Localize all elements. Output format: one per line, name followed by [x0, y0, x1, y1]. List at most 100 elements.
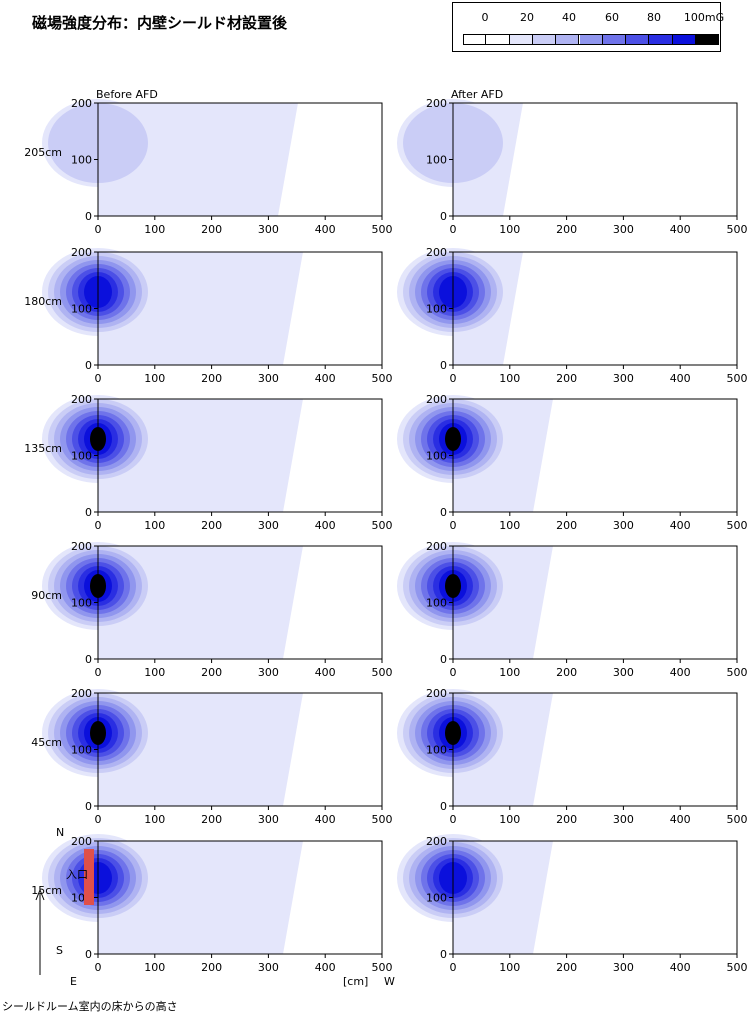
y-tick-label: 0: [440, 948, 447, 961]
x-tick-label: 200: [556, 813, 577, 826]
x-tick-label: 200: [201, 813, 222, 826]
x-tick-label: 500: [372, 223, 393, 236]
y-tick-label: 100: [71, 303, 92, 316]
x-tick-label: 100: [499, 961, 520, 974]
x-tick-label: 500: [727, 961, 748, 974]
row-height-label: 15cm: [31, 884, 62, 897]
x-tick-label: 300: [258, 961, 279, 974]
x-tick-label: 300: [258, 519, 279, 532]
y-tick-label: 200: [71, 687, 92, 700]
legend-swatch: [486, 34, 510, 45]
x-tick-label: 0: [95, 666, 102, 679]
x-tick-label: 0: [450, 223, 457, 236]
y-tick-label: 0: [85, 359, 92, 372]
x-tick-label: 500: [727, 372, 748, 385]
x-tick-label: 100: [499, 666, 520, 679]
x-tick-label: 500: [372, 372, 393, 385]
x-tick-label: 0: [95, 961, 102, 974]
x-tick-label: 500: [372, 813, 393, 826]
legend-label: 20: [520, 11, 534, 24]
x-tick-label: 400: [315, 519, 336, 532]
y-tick-label: 100: [426, 450, 447, 463]
y-tick-label: 100: [426, 303, 447, 316]
x-tick-label: 200: [556, 372, 577, 385]
x-tick-label: 300: [258, 666, 279, 679]
y-tick-label: 0: [85, 506, 92, 519]
x-tick-label: 200: [556, 961, 577, 974]
y-tick-label: 200: [426, 246, 447, 259]
x-tick-label: 400: [670, 666, 691, 679]
legend-swatch: [532, 34, 557, 45]
y-tick-label: 200: [71, 393, 92, 406]
y-tick-label: 100: [71, 744, 92, 757]
y-tick-label: 100: [426, 892, 447, 905]
y-tick-label: 100: [426, 154, 447, 167]
y-tick-label: 0: [85, 210, 92, 223]
row-height-label: 180cm: [24, 295, 62, 308]
x-tick-label: 400: [670, 223, 691, 236]
x-tick-label: 0: [450, 519, 457, 532]
legend-swatch: [463, 34, 487, 45]
y-tick-label: 100: [71, 450, 92, 463]
row-height-label: 90cm: [31, 589, 62, 602]
y-tick-label: 200: [71, 97, 92, 110]
x-tick-label: 300: [258, 372, 279, 385]
x-tick-label: 500: [727, 666, 748, 679]
x-tick-label: 500: [727, 223, 748, 236]
west-label: W: [384, 975, 395, 988]
legend-label: 100mG: [683, 11, 725, 24]
x-tick-label: 0: [95, 813, 102, 826]
legend-swatch: [602, 34, 627, 45]
row-height-label: 205cm: [24, 146, 62, 159]
x-tick-label: 400: [315, 372, 336, 385]
y-tick-label: 100: [426, 597, 447, 610]
x-unit-label: [cm]: [343, 975, 369, 988]
x-tick-label: 400: [670, 519, 691, 532]
height-arrowhead: [35, 888, 45, 901]
x-tick-label: 100: [144, 666, 165, 679]
x-tick-label: 200: [556, 223, 577, 236]
north-label: N: [56, 826, 65, 839]
x-tick-label: 400: [670, 961, 691, 974]
x-tick-label: 0: [450, 372, 457, 385]
x-tick-label: 0: [450, 813, 457, 826]
y-tick-label: 0: [85, 948, 92, 961]
x-tick-label: 200: [201, 666, 222, 679]
x-tick-label: 200: [201, 372, 222, 385]
legend-frame: [463, 34, 719, 45]
y-tick-label: 200: [426, 835, 447, 848]
x-tick-label: 400: [315, 961, 336, 974]
east-label: E: [70, 975, 77, 988]
x-tick-label: 400: [670, 372, 691, 385]
column-heading: After AFD: [451, 88, 503, 101]
x-tick-label: 400: [315, 666, 336, 679]
x-tick-label: 100: [144, 372, 165, 385]
chart-title: 磁場強度分布：内壁シールド材設置後: [32, 14, 288, 32]
x-tick-label: 200: [556, 519, 577, 532]
legend-label: 60: [605, 11, 619, 24]
row-height-label: 45cm: [31, 736, 62, 749]
y-tick-label: 200: [426, 97, 447, 110]
y-tick-label: 200: [71, 835, 92, 848]
legend-swatch: [509, 34, 533, 45]
legend-label: 0: [481, 11, 489, 24]
x-tick-label: 0: [95, 223, 102, 236]
x-tick-label: 300: [258, 223, 279, 236]
x-tick-label: 500: [372, 961, 393, 974]
x-tick-label: 300: [613, 666, 634, 679]
x-tick-label: 300: [613, 372, 634, 385]
column-heading: Before AFD: [96, 88, 158, 101]
y-tick-label: 0: [85, 800, 92, 813]
x-tick-label: 300: [613, 223, 634, 236]
y-tick-label: 0: [440, 210, 447, 223]
y-tick-label: 200: [426, 393, 447, 406]
y-tick-label: 100: [71, 154, 92, 167]
x-tick-label: 100: [144, 961, 165, 974]
y-tick-label: 0: [440, 653, 447, 666]
x-tick-label: 100: [499, 372, 520, 385]
y-tick-label: 200: [71, 246, 92, 259]
legend-label: 40: [562, 11, 576, 24]
x-tick-label: 200: [201, 223, 222, 236]
color-legend: 0 20 40 60 80 100mG: [452, 2, 725, 52]
